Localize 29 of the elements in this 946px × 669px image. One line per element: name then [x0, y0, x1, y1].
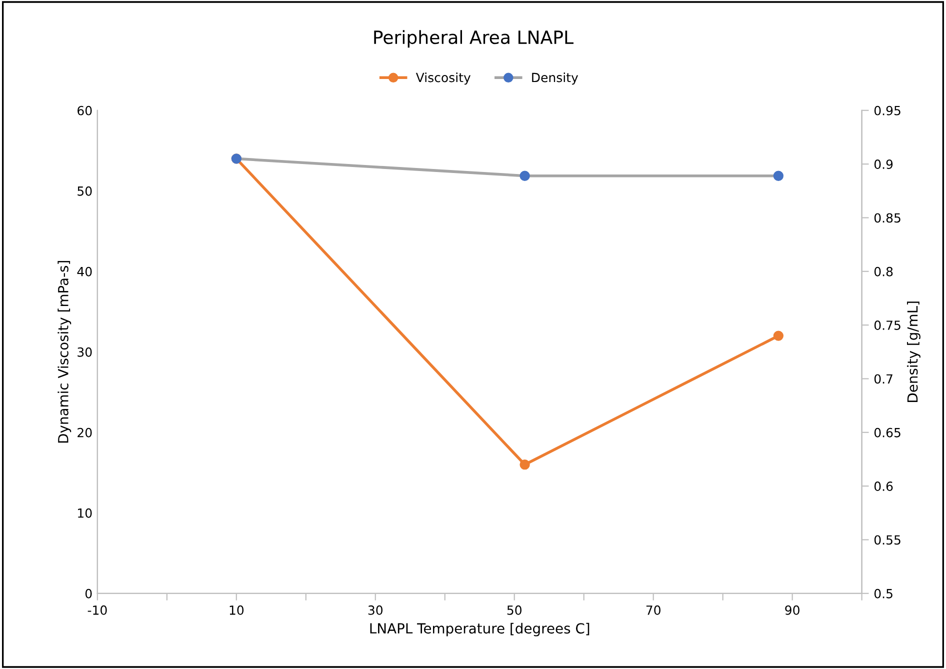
chart-title: Peripheral Area LNAPL	[374, 30, 574, 48]
y-tick-label: 40	[77, 266, 92, 276]
x-tick-label: -10	[88, 605, 107, 615]
x-tick-label: 30	[368, 605, 383, 615]
x-tick-label: 90	[785, 605, 800, 615]
y2-tick-label: 0.55	[874, 535, 900, 545]
y2-axis-title: Density [g/mL]	[907, 302, 920, 402]
legend-label: Viscosity	[416, 72, 471, 85]
y2-tick-label: 0.6	[874, 482, 893, 491]
y-axis-title: Dynamic Viscosity [mPa-s]	[58, 261, 72, 443]
x-tick-label: 10	[230, 605, 244, 615]
x-axis-title: LNAPL Temperature [degrees C]	[370, 622, 590, 636]
y2-tick-label: 0.8	[874, 266, 893, 276]
y2-tick-label: 0.9	[874, 160, 893, 169]
y-tick-label: 30	[78, 347, 92, 357]
y-tick-label: 10	[78, 508, 92, 518]
y-tick-label: 20	[78, 428, 92, 438]
y-tick-label: 0	[85, 588, 92, 598]
y2-tick-label: 0.5	[874, 588, 892, 598]
x-tick-label: 70	[646, 605, 660, 615]
y-tick-label: 60	[78, 106, 92, 116]
y2-tick-label: 0.75	[874, 320, 900, 330]
x-tick-label: 50	[507, 605, 522, 615]
y2-tick-label: 0.7	[874, 374, 892, 384]
y2-tick-label: 0.85	[874, 213, 900, 223]
legend-label: Density	[532, 72, 578, 85]
y-tick-label: 50	[78, 186, 92, 196]
y2-tick-label: 0.65	[874, 428, 900, 438]
y2-tick-label: 0.95	[874, 106, 900, 116]
